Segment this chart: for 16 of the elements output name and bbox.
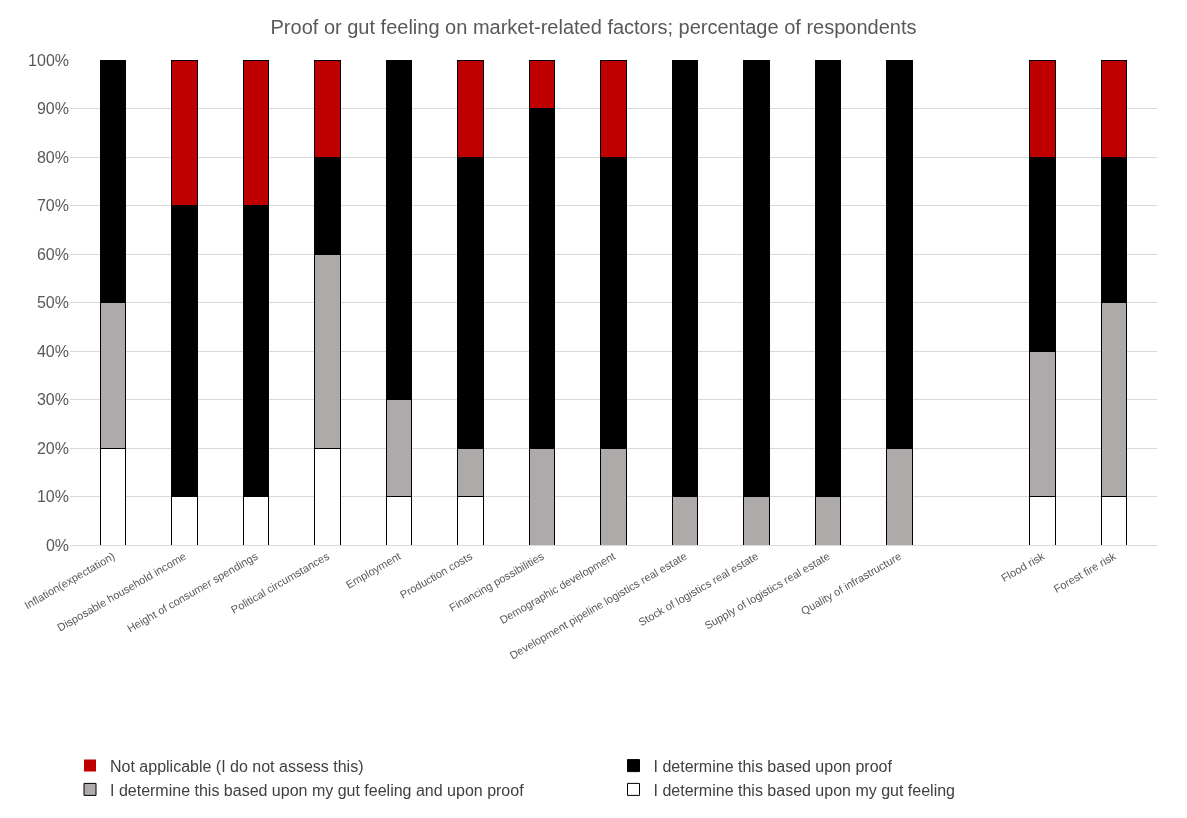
y-tick-label: 70% <box>36 197 69 215</box>
chart-title: Proof or gut feeling on market-related factors; percentage of respondents <box>270 16 917 39</box>
legend-label: Not applicable (I do not assess this) <box>110 757 364 775</box>
y-tick-label: 10% <box>36 488 69 506</box>
legend-label: I determine this based upon proof <box>653 757 893 775</box>
legend-label: I determine this based upon my gut feeling <box>653 781 956 799</box>
y-tick-label: 0% <box>45 536 69 554</box>
y-tick-label: 20% <box>36 439 69 457</box>
y-tick-label: 100% <box>28 51 69 69</box>
y-tick-label: 50% <box>36 294 69 312</box>
y-tick-label: 60% <box>36 245 69 263</box>
y-tick-label: 30% <box>36 391 69 409</box>
y-tick-label: 80% <box>36 148 69 166</box>
y-tick-label: 90% <box>36 100 69 118</box>
y-tick-label: 40% <box>36 342 69 360</box>
legend-label: I determine this based upon my gut feeling and upon proof <box>110 781 525 799</box>
